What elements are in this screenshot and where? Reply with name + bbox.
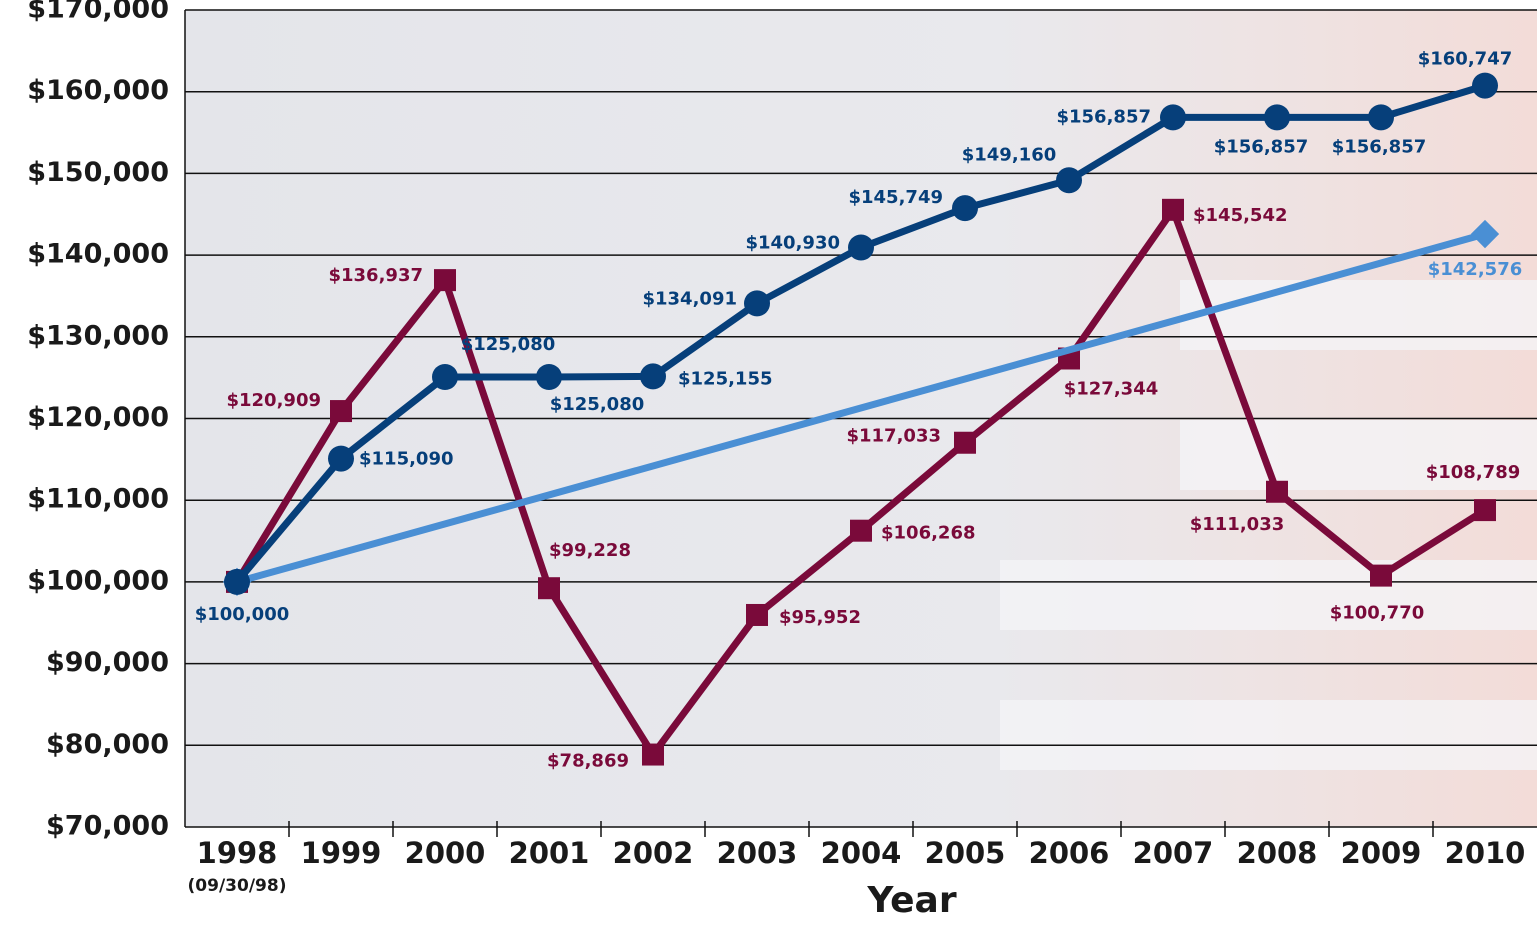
data-label: $125,155 bbox=[678, 368, 773, 389]
data-label: $78,869 bbox=[547, 751, 629, 772]
x-tick-label: 2009 bbox=[1341, 836, 1422, 870]
chart: Year $70,000 $80,000 $90,000 $100,000 $110,0… bbox=[0, 0, 1537, 943]
point bbox=[640, 363, 666, 389]
x-axis-title: Year bbox=[866, 880, 956, 921]
point bbox=[1266, 481, 1288, 503]
x-tick-label: 2005 bbox=[925, 836, 1006, 870]
point bbox=[952, 195, 978, 221]
data-label: $120,909 bbox=[226, 390, 321, 411]
data-label: $117,033 bbox=[846, 426, 941, 447]
data-label: $136,937 bbox=[328, 265, 423, 286]
data-label: $142,576 bbox=[1428, 259, 1523, 280]
point bbox=[642, 744, 664, 766]
data-label: $156,857 bbox=[1332, 136, 1427, 157]
point bbox=[1264, 104, 1290, 130]
x-tick-label: 2003 bbox=[717, 836, 798, 870]
data-label: $100,770 bbox=[1330, 603, 1425, 624]
data-label: $106,268 bbox=[881, 523, 976, 544]
data-label: $111,033 bbox=[1190, 514, 1285, 535]
data-label: $95,952 bbox=[779, 607, 861, 628]
data-label: $100,000 bbox=[195, 604, 290, 625]
x-tick-label: 2000 bbox=[405, 836, 486, 870]
point bbox=[432, 364, 458, 390]
point bbox=[1472, 73, 1498, 99]
x-tick-label: 2006 bbox=[1029, 836, 1110, 870]
x-tick-label: 2001 bbox=[509, 836, 590, 870]
y-tick-label: $160,000 bbox=[27, 75, 169, 106]
point bbox=[536, 364, 562, 390]
data-label: $125,080 bbox=[550, 394, 645, 415]
y-tick-label: $170,000 bbox=[27, 0, 169, 25]
y-tick-label: $120,000 bbox=[27, 402, 169, 433]
data-label: $115,090 bbox=[359, 449, 454, 470]
point bbox=[224, 569, 250, 595]
y-tick-label: $140,000 bbox=[27, 239, 169, 270]
y-tick-label: $70,000 bbox=[46, 811, 169, 842]
point bbox=[1370, 565, 1392, 587]
point bbox=[1160, 104, 1186, 130]
point bbox=[434, 269, 456, 291]
y-tick-label: $100,000 bbox=[27, 565, 169, 596]
data-label: $156,857 bbox=[1056, 106, 1151, 127]
point bbox=[848, 235, 874, 261]
data-label: $149,160 bbox=[962, 144, 1057, 165]
point bbox=[538, 577, 560, 599]
x-tick-label: 2002 bbox=[613, 836, 694, 870]
data-label: $145,749 bbox=[848, 187, 943, 208]
data-label: $127,344 bbox=[1064, 378, 1159, 399]
page: {"chart_data": { "type": "line", "x_labe… bbox=[0, 0, 1537, 943]
point bbox=[744, 290, 770, 316]
y-tick-label: $90,000 bbox=[46, 647, 169, 678]
data-label: $145,542 bbox=[1193, 205, 1288, 226]
data-label: $156,857 bbox=[1214, 136, 1309, 157]
point bbox=[1474, 499, 1496, 521]
x-tick-label: 2004 bbox=[821, 836, 902, 870]
point bbox=[1162, 199, 1184, 221]
point bbox=[328, 446, 354, 472]
x-tick-label: 2008 bbox=[1237, 836, 1318, 870]
point bbox=[1368, 104, 1394, 130]
x-tick-note: (09/30/98) bbox=[188, 876, 287, 896]
x-tick-label: 1999 bbox=[301, 836, 382, 870]
data-label: $134,091 bbox=[642, 288, 737, 309]
point bbox=[954, 432, 976, 454]
data-label: $125,080 bbox=[461, 334, 556, 355]
point bbox=[1056, 167, 1082, 193]
data-label: $140,930 bbox=[745, 233, 840, 254]
x-tick-label: 2007 bbox=[1133, 836, 1214, 870]
data-label: $108,789 bbox=[1426, 462, 1521, 483]
x-tick-label: 2010 bbox=[1445, 836, 1526, 870]
data-label: $99,228 bbox=[549, 540, 631, 561]
y-tick-label: $80,000 bbox=[46, 729, 169, 760]
y-tick-label: $150,000 bbox=[27, 157, 169, 188]
y-tick-label: $110,000 bbox=[27, 484, 169, 515]
y-tick-label: $130,000 bbox=[27, 320, 169, 351]
x-tick-label: 1998 bbox=[197, 836, 278, 870]
point bbox=[330, 400, 352, 422]
point bbox=[746, 604, 768, 626]
point bbox=[850, 520, 872, 542]
data-label: $160,747 bbox=[1418, 49, 1513, 70]
